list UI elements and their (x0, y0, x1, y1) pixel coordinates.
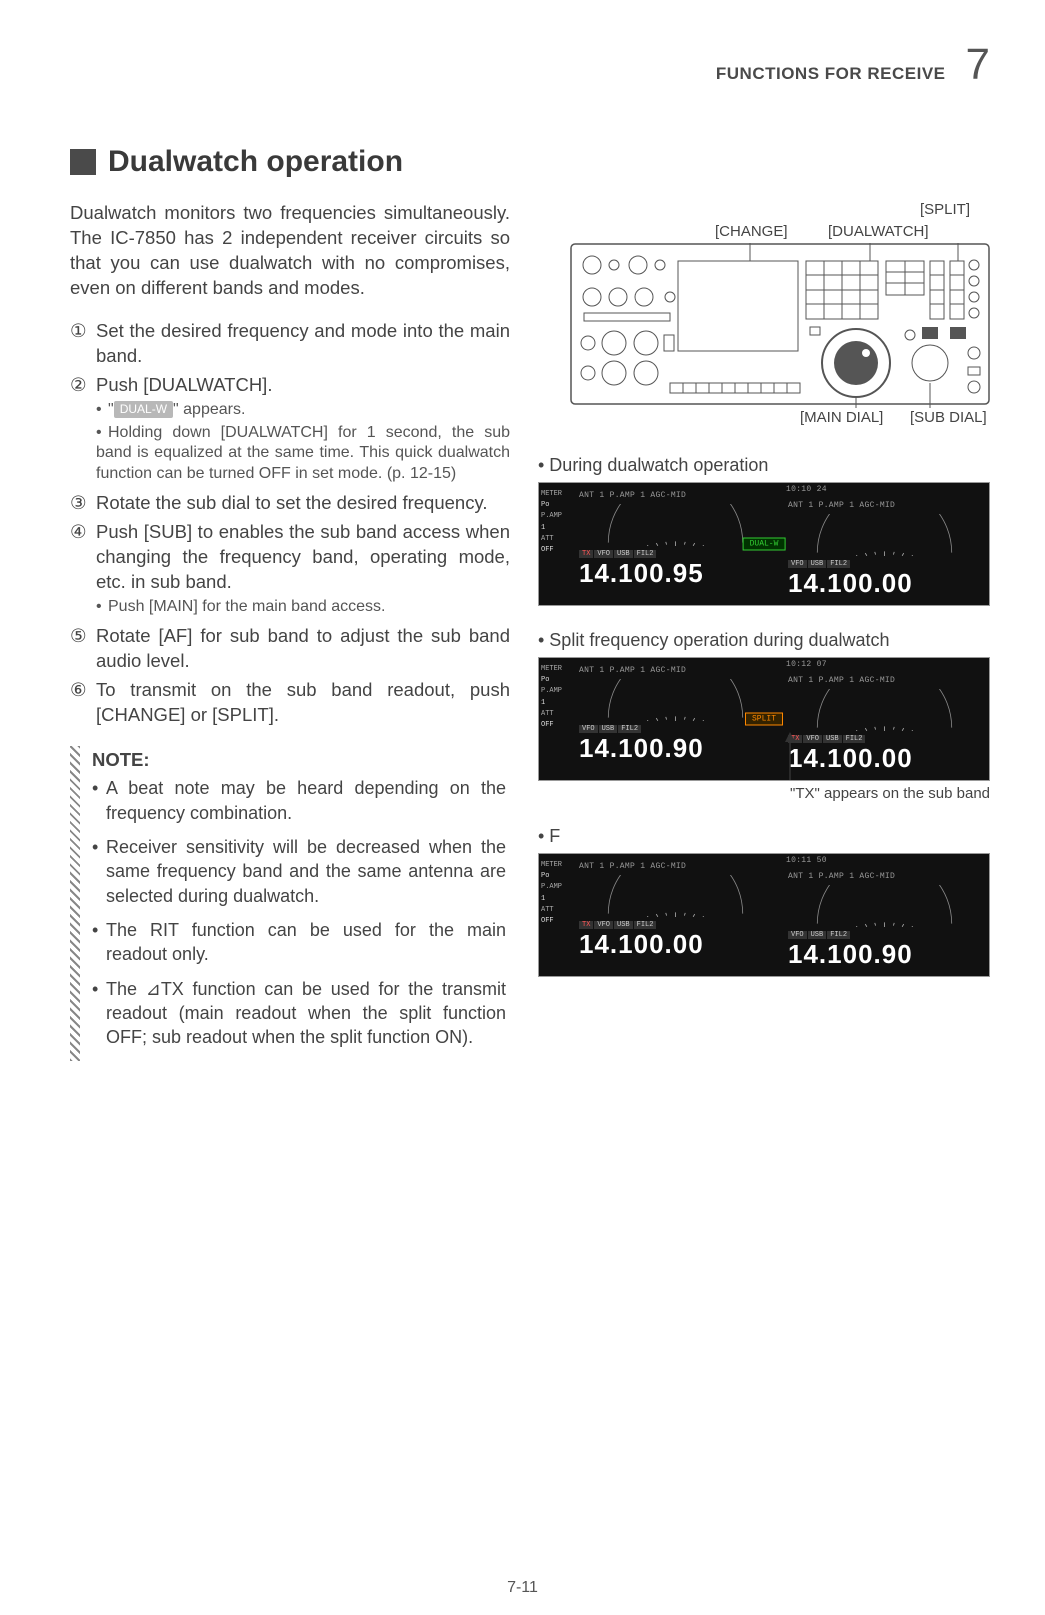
chapter-number: 7 (966, 40, 990, 90)
step-sub: •"DUAL-W" appears. (96, 400, 510, 421)
step-text: Rotate [AF] for sub band to adjust the s… (96, 624, 510, 674)
note-content: NOTE: •A beat note may be heard dependin… (88, 746, 510, 1062)
section-bullet-icon (70, 149, 96, 175)
step-6: ⑥ To transmit on the sub band readout, p… (70, 678, 510, 728)
lcd-clock: 10:12 07 (786, 660, 827, 669)
step-num: ① (70, 319, 96, 369)
step-sub: •Push [MAIN] for the main band access. (96, 597, 510, 618)
gauge-icon (788, 514, 981, 556)
center-badge: DUAL-W (743, 538, 786, 551)
gauge-icon (579, 679, 772, 721)
step-text: Push [SUB] to enables the sub band acces… (96, 520, 510, 620)
page-number: 7-11 (0, 1579, 1045, 1597)
lcd-top-row: ANT 1 P.AMP 1 AGC-MID (788, 676, 981, 685)
step-text: To transmit on the sub band readout, pus… (96, 678, 510, 728)
lcd-tag-row: TXVFOUSBFIL2 (579, 550, 772, 558)
lcd-frequency: 14.100.00 (788, 568, 981, 599)
step-num: ⑥ (70, 678, 96, 728)
note-item: •The RIT function can be used for the ma… (92, 918, 506, 967)
gauge-icon (788, 689, 981, 731)
lcd-top-row: ANT 1 P.AMP 1 AGC-MID (788, 872, 981, 881)
step-text: Push [DUALWATCH]. •"DUAL-W" appears. •Ho… (96, 373, 510, 487)
step-num: ⑤ (70, 624, 96, 674)
section-title: Dualwatch operation (108, 145, 403, 179)
gauge-icon (788, 885, 981, 927)
lcd-screenshot: METERPoP.AMP1ATTOFF ANT 1 P.AMP 1 AGC-MI… (538, 482, 990, 606)
front-panel-diagram: [CHANGE] [DUALWATCH] [SPLIT] [MAIN DIAL]… (570, 201, 990, 431)
lcd-frequency: 14.100.90 (788, 939, 981, 970)
lcd-tag-row: VFOUSBFIL2 (788, 931, 981, 939)
step-5: ⑤ Rotate [AF] for sub band to adjust the… (70, 624, 510, 674)
lcd-frequency: 14.100.00 (788, 743, 981, 774)
lcd-frequency: 14.100.95 (579, 558, 772, 589)
lcd-clock: 10:10 24 (786, 485, 827, 494)
lcd-tag-row: TXVFOUSBFIL2 (579, 921, 772, 929)
step-num: ② (70, 373, 96, 487)
lcd-top-row: ANT 1 P.AMP 1 AGC-MID (579, 491, 772, 500)
page-header: FUNCTIONS FOR RECEIVE 7 (70, 40, 990, 90)
radio-outline-icon (570, 243, 990, 408)
lcd-screenshot: METERPoP.AMP1ATTOFF ANT 1 P.AMP 1 AGC-MI… (538, 657, 990, 781)
note-item: •Receiver sensitivity will be decreased … (92, 835, 506, 908)
note-box: NOTE: •A beat note may be heard dependin… (70, 746, 510, 1062)
label-change: [CHANGE] (715, 223, 788, 240)
note-hatch-icon (70, 746, 80, 1062)
lcd-top-row: ANT 1 P.AMP 1 AGC-MID (579, 666, 772, 675)
screenshot-caption: • During dualwatch operation (538, 455, 990, 476)
screenshot-caption: • F (538, 826, 990, 847)
lcd-top-row: ANT 1 P.AMP 1 AGC-MID (579, 862, 772, 871)
lcd-clock: 10:11 50 (786, 856, 827, 865)
lcd-tag-row: VFOUSBFIL2 (579, 725, 772, 733)
left-column: Dualwatch monitors two frequencies simul… (70, 201, 510, 1061)
lcd-top-row: ANT 1 P.AMP 1 AGC-MID (788, 501, 981, 510)
screenshot-note: "TX" appears on the sub band (538, 785, 990, 802)
note-item: •A beat note may be heard depending on t… (92, 776, 506, 825)
intro-paragraph: Dualwatch monitors two frequencies simul… (70, 201, 510, 301)
screenshot-block: • Split frequency operation during dualw… (538, 630, 990, 802)
lcd-screenshot: METERPoP.AMP1ATTOFF ANT 1 P.AMP 1 AGC-MI… (538, 853, 990, 977)
step-sub: •Holding down [DUALWATCH] for 1 second, … (96, 423, 510, 485)
header-section: FUNCTIONS FOR RECEIVE (716, 64, 946, 84)
step-text: Rotate the sub dial to set the desired f… (96, 491, 510, 516)
lcd-tag-row: TXVFOUSBFIL2 (788, 735, 981, 743)
note-heading: NOTE: (92, 748, 506, 773)
step-text: Set the desired frequency and mode into … (96, 319, 510, 369)
dualw-badge-icon: DUAL-W (114, 401, 173, 419)
screenshot-block: • F METERPoP.AMP1ATTOFF ANT 1 P.AMP 1 AG… (538, 826, 990, 977)
step-num: ③ (70, 491, 96, 516)
lcd-tag-row: VFOUSBFIL2 (788, 560, 981, 568)
label-split: [SPLIT] (920, 201, 970, 218)
center-badge: SPLIT (745, 713, 783, 726)
right-column: [CHANGE] [DUALWATCH] [SPLIT] [MAIN DIAL]… (538, 201, 990, 1061)
section-heading-row: Dualwatch operation (70, 145, 990, 179)
label-dualwatch: [DUALWATCH] (828, 223, 929, 240)
label-sub-dial: [SUB DIAL] (910, 409, 987, 426)
steps-list: ① Set the desired frequency and mode int… (70, 319, 510, 728)
step-4: ④ Push [SUB] to enables the sub band acc… (70, 520, 510, 620)
step-2: ② Push [DUALWATCH]. •"DUAL-W" appears. •… (70, 373, 510, 487)
step-1: ① Set the desired frequency and mode int… (70, 319, 510, 369)
step-3: ③ Rotate the sub dial to set the desired… (70, 491, 510, 516)
screenshot-caption: • Split frequency operation during dualw… (538, 630, 990, 651)
lcd-frequency: 14.100.90 (579, 733, 772, 764)
step-num: ④ (70, 520, 96, 620)
lcd-frequency: 14.100.00 (579, 929, 772, 960)
screenshot-block: • During dualwatch operation METERPoP.AM… (538, 455, 990, 606)
gauge-icon (579, 875, 772, 917)
note-item: •The ⊿TX function can be used for the tr… (92, 977, 506, 1050)
label-main-dial: [MAIN DIAL] (800, 409, 883, 426)
